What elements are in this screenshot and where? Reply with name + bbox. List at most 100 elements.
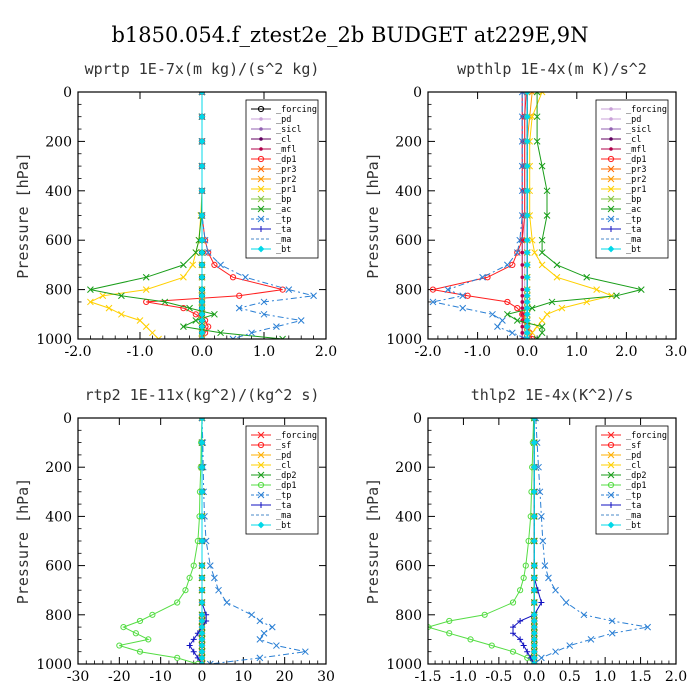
legend-marker: [609, 117, 613, 121]
plot-area: [428, 418, 652, 664]
legend-marker: [257, 215, 265, 223]
series-point-bt: [523, 138, 531, 145]
series-point-bt: [530, 537, 538, 545]
series-point-tp: [552, 648, 559, 656]
panel-1: wprtp 1E-7x(m kg)/(s^2 kg) Pressure [hPa]…: [14, 60, 337, 360]
series-point-pr1: [149, 329, 156, 337]
series-point-dp1: [174, 654, 181, 661]
panel-2: wpthlp 1E-4x(m K)/s^2 Pressure [hPa] -2.0 -…: [364, 60, 687, 360]
y-tick-label: 200: [45, 134, 72, 150]
x-tick-label: 30: [317, 669, 335, 685]
series-point-ta: [520, 642, 527, 649]
series-point-bp: [523, 92, 531, 96]
series-point-bt: [198, 273, 206, 281]
plot-frame: [427, 417, 677, 665]
plot-frame: [427, 91, 677, 340]
panel-title: thlp2 1E-4x(K^2)/s: [471, 386, 634, 404]
series-point-ta: [524, 648, 531, 655]
legend-marker: [607, 461, 615, 469]
series-point-ac: [180, 323, 187, 331]
plot-frame: [77, 91, 327, 340]
legend-label: _cl: [626, 461, 641, 471]
series-point-bt: [523, 236, 531, 244]
series-point-pr1: [87, 298, 94, 306]
legend-label: _ta: [276, 225, 291, 235]
x-tick-label: 1.0: [566, 344, 588, 360]
legend-marker: [257, 205, 265, 213]
legend-label: _ma: [626, 235, 641, 245]
series-point-ta: [517, 617, 524, 624]
y-tick-label: 400: [45, 184, 72, 200]
legend-label: _tp: [626, 215, 641, 225]
series-point-bt: [198, 298, 206, 306]
series-point-ta: [510, 630, 517, 637]
series-point-pr1: [531, 249, 538, 256]
panels: wprtp 1E-7x(m kg)/(s^2 kg) Pressure [hPa]…: [14, 60, 687, 685]
series-point-pr1: [136, 317, 144, 324]
legend-marker: [259, 117, 263, 121]
legend-marker: [608, 226, 614, 232]
series-point-dp1: [120, 624, 127, 631]
legend-box: [595, 425, 669, 535]
series-point-ac: [538, 162, 546, 170]
legend-marker: [258, 226, 264, 232]
x-tick-label: -10: [149, 669, 172, 685]
series-point-ac: [180, 261, 187, 269]
x-tick-label: 10: [234, 669, 252, 685]
series-point-ac: [192, 249, 200, 256]
legend-label: _sf: [276, 441, 291, 451]
series-point-pr1: [142, 323, 150, 331]
series-point-ac: [538, 236, 546, 244]
series-point-tp: [206, 562, 214, 569]
series-point-ac: [279, 335, 286, 339]
series-point-pr1: [543, 310, 551, 318]
x-tick-label: 2.0: [315, 344, 337, 360]
legend-marker: [259, 127, 263, 131]
legend-label: _bt: [626, 245, 641, 255]
y-tick-label: 0: [413, 411, 422, 427]
panel-title: wprtp 1E-7x(m kg)/(s^2 kg): [85, 60, 320, 78]
series-point-bt: [523, 162, 531, 170]
series-point-ac: [118, 292, 125, 300]
series-point-tp: [310, 292, 317, 300]
legend-label: _dp2: [626, 471, 646, 481]
series-point-tp: [538, 513, 545, 520]
series-point-bt: [523, 113, 531, 121]
legend-marker: [257, 491, 265, 499]
series-point-dp1: [145, 636, 152, 643]
series-point-pr1: [538, 92, 546, 96]
series-point-ac: [142, 273, 150, 281]
legend-box: [245, 425, 319, 535]
series-point-dp1: [205, 323, 212, 330]
legend-marker: [607, 441, 615, 449]
panel-3: rtp2 1E-11x(kg^2)/(kg^2 s) Pressure [hPa]…: [14, 386, 335, 685]
legend-marker: [609, 107, 613, 111]
series-point-bp: [198, 335, 206, 339]
y-tick-label: 200: [45, 460, 72, 476]
series-point-tp: [499, 317, 506, 324]
series-point-tp: [198, 92, 206, 96]
series-point-bt: [523, 329, 531, 337]
legend-label: _pr3: [276, 165, 296, 175]
series-point-bt: [530, 623, 538, 631]
series-point-bt: [198, 617, 206, 625]
series-point-bt: [198, 586, 206, 594]
series-point-tp: [518, 138, 526, 145]
series-point-mfl: [520, 287, 525, 292]
y-axis-label: Pressure [hPa]: [14, 478, 32, 604]
series-point-ac: [538, 329, 546, 337]
legend-label: _pr3: [626, 165, 646, 175]
series-point-tp: [211, 574, 218, 582]
legend-label: _pr2: [276, 175, 296, 185]
panel-4: thlp2 1E-4x(K^2)/s Pressure [hPa] -1.5 -1.0…: [364, 386, 687, 685]
x-tick-label: 2.0: [665, 669, 687, 685]
series-point-ac: [538, 249, 546, 256]
x-tick-label: 2.0: [615, 344, 637, 360]
series-point-tp: [459, 292, 467, 300]
series-point-bt: [530, 562, 538, 569]
series-point-bt: [198, 292, 206, 300]
series-point-tp: [204, 249, 212, 256]
series-point-tp: [202, 537, 210, 545]
series-point-tp: [260, 310, 268, 318]
series-point-bt: [523, 92, 531, 96]
